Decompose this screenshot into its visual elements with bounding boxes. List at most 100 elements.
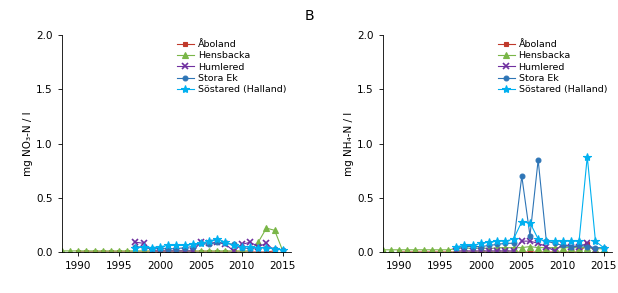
Åboland	[197, 250, 205, 254]
Söstared (Halland)	[132, 246, 139, 249]
Stora Ek	[197, 241, 205, 245]
Söstared (Halland)	[222, 241, 229, 244]
Humlered	[494, 249, 501, 253]
Åboland	[551, 250, 558, 254]
Hensbacka	[263, 226, 270, 230]
Line: Stora Ek: Stora Ek	[133, 240, 286, 252]
Humlered	[583, 241, 591, 245]
Humlered	[140, 241, 147, 245]
Humlered	[575, 245, 583, 248]
Hensbacka	[502, 246, 509, 249]
Åboland	[132, 250, 139, 254]
Åboland	[263, 250, 270, 254]
Åboland	[99, 250, 106, 254]
Åboland	[527, 250, 534, 254]
Stora Ek	[214, 241, 221, 244]
Åboland	[255, 250, 262, 254]
Hensbacka	[404, 248, 411, 252]
Söstared (Halland)	[567, 239, 575, 243]
Åboland	[83, 250, 90, 254]
Hensbacka	[58, 249, 66, 253]
Line: Stora Ek: Stora Ek	[454, 157, 606, 250]
Åboland	[452, 250, 460, 254]
Åboland	[567, 250, 575, 254]
Åboland	[230, 250, 237, 254]
Y-axis label: mg NO₃-N / l: mg NO₃-N / l	[23, 111, 33, 176]
Söstared (Halland)	[238, 245, 245, 248]
Humlered	[156, 249, 164, 253]
Legend: Åboland, Hensbacka, Humlered, Stora Ek, Söstared (Halland): Åboland, Hensbacka, Humlered, Stora Ek, …	[498, 40, 607, 94]
Stora Ek	[583, 245, 591, 248]
Hensbacka	[230, 249, 237, 253]
Humlered	[197, 241, 205, 244]
Åboland	[172, 250, 180, 254]
Söstared (Halland)	[140, 245, 147, 248]
Hensbacka	[148, 249, 156, 253]
Åboland	[461, 250, 468, 254]
Hensbacka	[189, 249, 197, 253]
Söstared (Halland)	[181, 244, 188, 247]
Hensbacka	[527, 245, 534, 248]
Stora Ek	[230, 243, 237, 246]
Hensbacka	[238, 249, 245, 253]
Söstared (Halland)	[148, 246, 156, 249]
Söstared (Halland)	[535, 237, 542, 241]
Hensbacka	[452, 247, 460, 251]
Åboland	[518, 250, 525, 254]
Åboland	[396, 250, 403, 254]
Hensbacka	[428, 248, 436, 252]
Åboland	[575, 250, 583, 254]
Hensbacka	[247, 249, 254, 253]
Söstared (Halland)	[197, 241, 205, 245]
Stora Ek	[271, 247, 278, 251]
Hensbacka	[74, 249, 82, 253]
Hensbacka	[436, 248, 444, 252]
Söstared (Halland)	[255, 246, 262, 249]
Stora Ek	[148, 247, 156, 251]
Söstared (Halland)	[247, 245, 254, 248]
Åboland	[535, 250, 542, 254]
Åboland	[107, 250, 114, 254]
Åboland	[477, 250, 485, 254]
Humlered	[535, 241, 542, 245]
Legend: Åboland, Hensbacka, Humlered, Stora Ek, Söstared (Halland): Åboland, Hensbacka, Humlered, Stora Ek, …	[177, 40, 286, 94]
Åboland	[148, 250, 156, 254]
Söstared (Halland)	[469, 244, 476, 247]
Humlered	[559, 243, 567, 246]
Stora Ek	[551, 241, 558, 245]
Humlered	[148, 249, 156, 253]
Hensbacka	[222, 249, 229, 253]
Humlered	[247, 241, 254, 244]
Hensbacka	[477, 246, 485, 249]
Humlered	[230, 249, 237, 253]
Humlered	[551, 249, 558, 253]
Hensbacka	[551, 246, 558, 249]
Åboland	[222, 250, 229, 254]
Hensbacka	[420, 248, 427, 252]
Hensbacka	[91, 249, 98, 253]
Åboland	[181, 250, 188, 254]
Hensbacka	[107, 249, 114, 253]
Hensbacka	[181, 249, 188, 253]
Hensbacka	[387, 248, 394, 252]
Söstared (Halland)	[592, 239, 599, 243]
Stora Ek	[494, 243, 501, 246]
Åboland	[469, 250, 476, 254]
Hensbacka	[461, 246, 468, 249]
Line: Humlered: Humlered	[132, 239, 278, 254]
Åboland	[412, 250, 419, 254]
Hensbacka	[140, 249, 147, 253]
Åboland	[140, 250, 147, 254]
Åboland	[156, 250, 164, 254]
Söstared (Halland)	[263, 246, 270, 249]
Åboland	[214, 250, 221, 254]
Line: Söstared (Halland): Söstared (Halland)	[452, 152, 607, 252]
Söstared (Halland)	[164, 244, 172, 247]
Hensbacka	[83, 249, 90, 253]
Stora Ek	[535, 158, 542, 162]
Hensbacka	[567, 246, 575, 249]
Hensbacka	[99, 249, 106, 253]
Åboland	[485, 250, 493, 254]
Hensbacka	[575, 246, 583, 249]
Söstared (Halland)	[543, 239, 550, 243]
